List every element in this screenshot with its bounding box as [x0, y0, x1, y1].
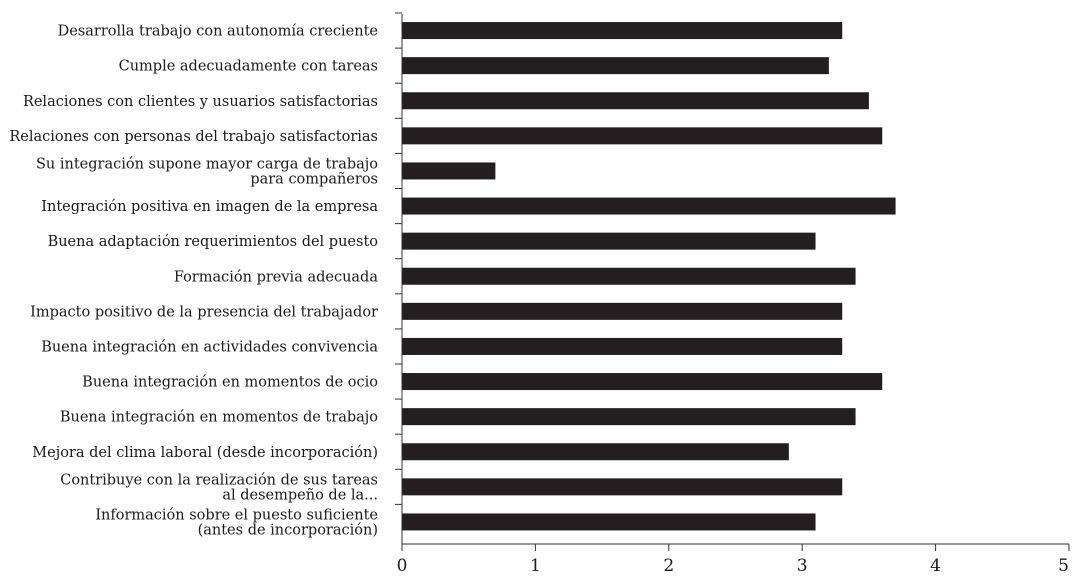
category-label-11: Buena integración en momentos de ocio	[82, 375, 378, 391]
category-label-line: Información sobre el puesto suficiente	[95, 507, 378, 523]
category-label-8: Formación previa adecuada	[174, 269, 379, 285]
category-label-line: Relaciones con clientes y usuarios satis…	[23, 94, 378, 110]
category-label-line: Buena integración en momentos de ocio	[82, 375, 378, 391]
category-label-9: Impacto positivo de la presencia del tra…	[30, 304, 378, 320]
category-label-line: Impacto positivo de la presencia del tra…	[30, 304, 378, 320]
category-label-line: Su integración supone mayor carga de tra…	[36, 156, 378, 172]
bar-9	[402, 302, 843, 320]
category-label-5: Su integración supone mayor carga de tra…	[36, 156, 378, 187]
category-label-line: Desarrolla trabajo con autonomía crecien…	[58, 24, 378, 40]
x-tick-label-1: 1	[530, 556, 541, 576]
x-tick-label-5: 5	[1058, 556, 1069, 576]
category-label-line: para compañeros	[250, 171, 378, 187]
bar-6	[402, 197, 896, 215]
bar-4	[402, 127, 883, 145]
category-label-10: Buena integración en actividades convive…	[41, 339, 378, 355]
bar-3	[402, 92, 869, 110]
category-label-line: Formación previa adecuada	[174, 269, 379, 285]
bar-15	[402, 513, 816, 531]
category-label-line: Buena integración en actividades convive…	[41, 339, 378, 355]
category-label-12: Buena integración en momentos de trabajo	[60, 410, 378, 426]
bar-8	[402, 267, 856, 285]
category-label-line: Buena integración en momentos de trabajo	[60, 410, 378, 426]
x-tick-label-4: 4	[930, 556, 941, 576]
bars-group	[402, 22, 896, 531]
bar-5	[402, 162, 496, 180]
category-label-6: Integración positiva en imagen de la emp…	[41, 199, 378, 215]
category-label-4: Relaciones con personas del trabajo sati…	[9, 129, 378, 145]
bar-10	[402, 337, 843, 355]
category-label-line: Buena adaptación requerimientos del pues…	[48, 234, 378, 250]
category-label-line: Mejora del clima laboral (desde incorpor…	[32, 445, 378, 461]
category-label-line: Contribuye con la realización de sus tar…	[60, 472, 378, 488]
category-label-13: Mejora del clima laboral (desde incorpor…	[32, 445, 378, 461]
category-label-7: Buena adaptación requerimientos del pues…	[48, 234, 378, 250]
category-label-2: Cumple adecuadamente con tareas	[119, 59, 378, 75]
x-axis-ticks: 0 1 2 3 4 5	[397, 544, 1070, 576]
category-label-line: al desempeño de la...	[222, 487, 378, 503]
bar-2	[402, 57, 829, 75]
category-label-1: Desarrolla trabajo con autonomía crecien…	[58, 24, 378, 40]
bar-12	[402, 408, 856, 426]
bar-14	[402, 478, 843, 496]
category-label-line: Relaciones con personas del trabajo sati…	[9, 129, 378, 145]
bar-1	[402, 22, 843, 40]
bar-13	[402, 443, 789, 461]
category-label-14: Contribuye con la realización de sus tar…	[60, 472, 378, 503]
category-label-line: Integración positiva en imagen de la emp…	[41, 199, 378, 215]
bar-7	[402, 232, 816, 250]
category-labels: Desarrolla trabajo con autonomía crecien…	[9, 12, 402, 538]
x-tick-label-0: 0	[397, 556, 408, 576]
category-label-line: (antes de incorporación)	[198, 522, 378, 538]
x-tick-label-2: 2	[663, 556, 674, 576]
x-tick-label-3: 3	[797, 556, 808, 576]
bar-11	[402, 373, 883, 391]
category-label-15: Información sobre el puesto suficiente (a…	[95, 507, 378, 538]
category-label-3: Relaciones con clientes y usuarios satis…	[23, 94, 378, 110]
category-label-line: Cumple adecuadamente con tareas	[119, 59, 378, 75]
